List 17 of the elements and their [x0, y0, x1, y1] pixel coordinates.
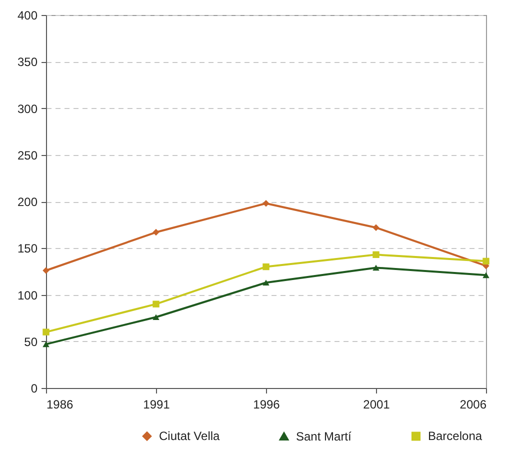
y-tick-label: 200 [17, 195, 38, 209]
y-tick-label: 350 [17, 55, 38, 70]
x-tick-label: 2001 [363, 398, 390, 412]
x-tick-label: 1996 [253, 398, 280, 412]
y-tick-label: 100 [17, 288, 38, 302]
y-tick-label: 300 [17, 102, 38, 116]
x-tick-label: 1986 [46, 398, 74, 412]
y-tick-label: 0 [30, 382, 38, 396]
x-tick-label: 2006 [460, 398, 487, 412]
y-tick-label: 250 [17, 148, 38, 162]
legend-label: Barcelona [428, 429, 482, 444]
y-tick-label: 400 [17, 8, 38, 22]
y-tick-label: 50 [24, 334, 38, 349]
legend-label: Ciutat Vella [159, 429, 220, 444]
y-tick-label: 150 [17, 242, 38, 256]
legend-label: Sant Martí [296, 429, 352, 444]
x-tick-label: 1991 [143, 398, 170, 412]
